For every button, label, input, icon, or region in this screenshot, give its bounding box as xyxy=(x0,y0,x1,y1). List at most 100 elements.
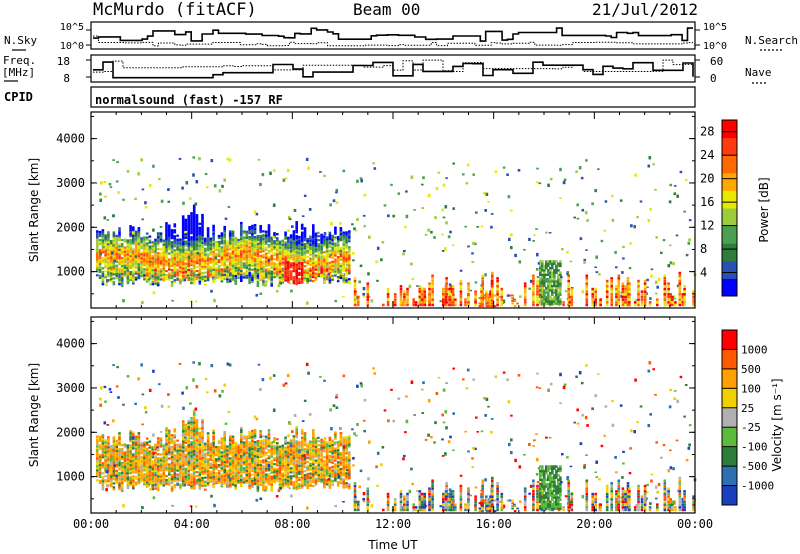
power-cell xyxy=(145,254,149,257)
power-cell xyxy=(99,192,102,196)
colorbar-cell xyxy=(722,137,737,156)
power-cell xyxy=(187,216,190,220)
velocity-cell xyxy=(173,446,177,449)
power-cell xyxy=(292,234,296,237)
power-cell xyxy=(480,298,483,301)
power-cell xyxy=(480,295,483,299)
power-cell xyxy=(549,300,552,303)
velocity-cell xyxy=(132,485,135,488)
power-cell xyxy=(101,229,105,232)
power-cell xyxy=(137,261,141,264)
velocity-cell xyxy=(212,433,215,436)
velocity-cell xyxy=(156,469,160,472)
power-cell xyxy=(115,266,118,269)
power-cell xyxy=(242,236,246,239)
power-cell xyxy=(376,246,380,250)
power-cell xyxy=(342,237,345,240)
power-cell xyxy=(217,260,221,264)
velocity-cell xyxy=(242,479,246,482)
velocity-cell xyxy=(201,444,204,447)
power-cell xyxy=(126,263,130,266)
power-cell xyxy=(431,303,434,307)
power-cell xyxy=(176,264,179,267)
power-cell xyxy=(170,241,174,244)
velocity-cell xyxy=(115,471,118,474)
power-cell xyxy=(342,261,345,264)
power-cell xyxy=(317,271,321,274)
power-cell xyxy=(610,287,613,291)
power-cell xyxy=(511,299,514,302)
power-cell xyxy=(464,225,467,228)
power-cell xyxy=(101,275,105,278)
power-cell xyxy=(204,255,207,258)
velocity-cell xyxy=(151,472,154,475)
power-cell xyxy=(551,302,554,305)
power-cell xyxy=(96,234,99,237)
power-cell xyxy=(288,282,291,285)
power-cell xyxy=(539,266,542,270)
power-cell xyxy=(320,261,323,264)
power-cell xyxy=(406,287,409,291)
velocity-cell xyxy=(267,431,271,434)
power-cell xyxy=(298,273,301,276)
power-cell xyxy=(628,303,631,307)
velocity-cell xyxy=(245,465,249,468)
power-cell xyxy=(420,301,424,304)
power-cell xyxy=(109,242,113,245)
power-cell xyxy=(267,272,271,275)
power-cell xyxy=(342,243,345,246)
power-cell xyxy=(107,239,110,242)
power-cell xyxy=(204,265,207,268)
velocity-cell xyxy=(267,451,271,454)
velocity-cell xyxy=(115,451,118,454)
velocity-cell xyxy=(148,470,152,473)
velocity-cell xyxy=(132,459,135,462)
power-cell xyxy=(559,302,562,305)
power-cell xyxy=(132,276,135,279)
power-cell xyxy=(312,258,315,261)
power-cell xyxy=(467,245,470,248)
power-cell xyxy=(257,243,260,245)
power-cell xyxy=(317,249,321,252)
power-cell xyxy=(105,265,109,269)
power-cell xyxy=(434,216,437,220)
power-cell xyxy=(117,191,120,194)
velocity-cell xyxy=(259,481,262,485)
power-cell xyxy=(555,284,558,288)
velocity-cell xyxy=(262,489,265,492)
power-cell xyxy=(413,209,416,211)
velocity-cell xyxy=(151,476,154,479)
velocity-cell xyxy=(181,456,185,459)
power-cell xyxy=(366,293,370,296)
velocity-cell xyxy=(134,453,138,456)
power-cell xyxy=(692,303,695,307)
velocity-cell xyxy=(190,443,193,446)
power-cell xyxy=(107,269,110,272)
power-cell xyxy=(168,238,171,241)
velocity-cell xyxy=(184,439,188,442)
power-cell xyxy=(118,279,121,282)
power-cell xyxy=(107,259,110,262)
power-cell xyxy=(640,303,644,307)
power-cell xyxy=(240,271,243,274)
power-cell xyxy=(320,265,323,268)
power-cell xyxy=(640,293,644,296)
power-cell xyxy=(673,192,677,196)
colorbar-tick: 16 xyxy=(700,195,714,209)
velocity-cell xyxy=(168,437,171,440)
velocity-cell xyxy=(198,465,202,468)
power-cell xyxy=(226,240,229,243)
velocity-cell xyxy=(201,458,204,461)
velocity-cell xyxy=(181,460,185,463)
power-cell xyxy=(549,284,552,288)
power-cell xyxy=(221,184,224,188)
nave-series-line xyxy=(93,59,693,73)
velocity-cell xyxy=(181,464,185,467)
power-cell xyxy=(137,277,141,280)
power-cell xyxy=(553,260,556,263)
power-cell xyxy=(190,272,193,275)
velocity-cell xyxy=(253,429,257,432)
power-cell xyxy=(264,230,268,233)
power-cell xyxy=(190,242,193,245)
velocity-cell xyxy=(215,458,218,461)
